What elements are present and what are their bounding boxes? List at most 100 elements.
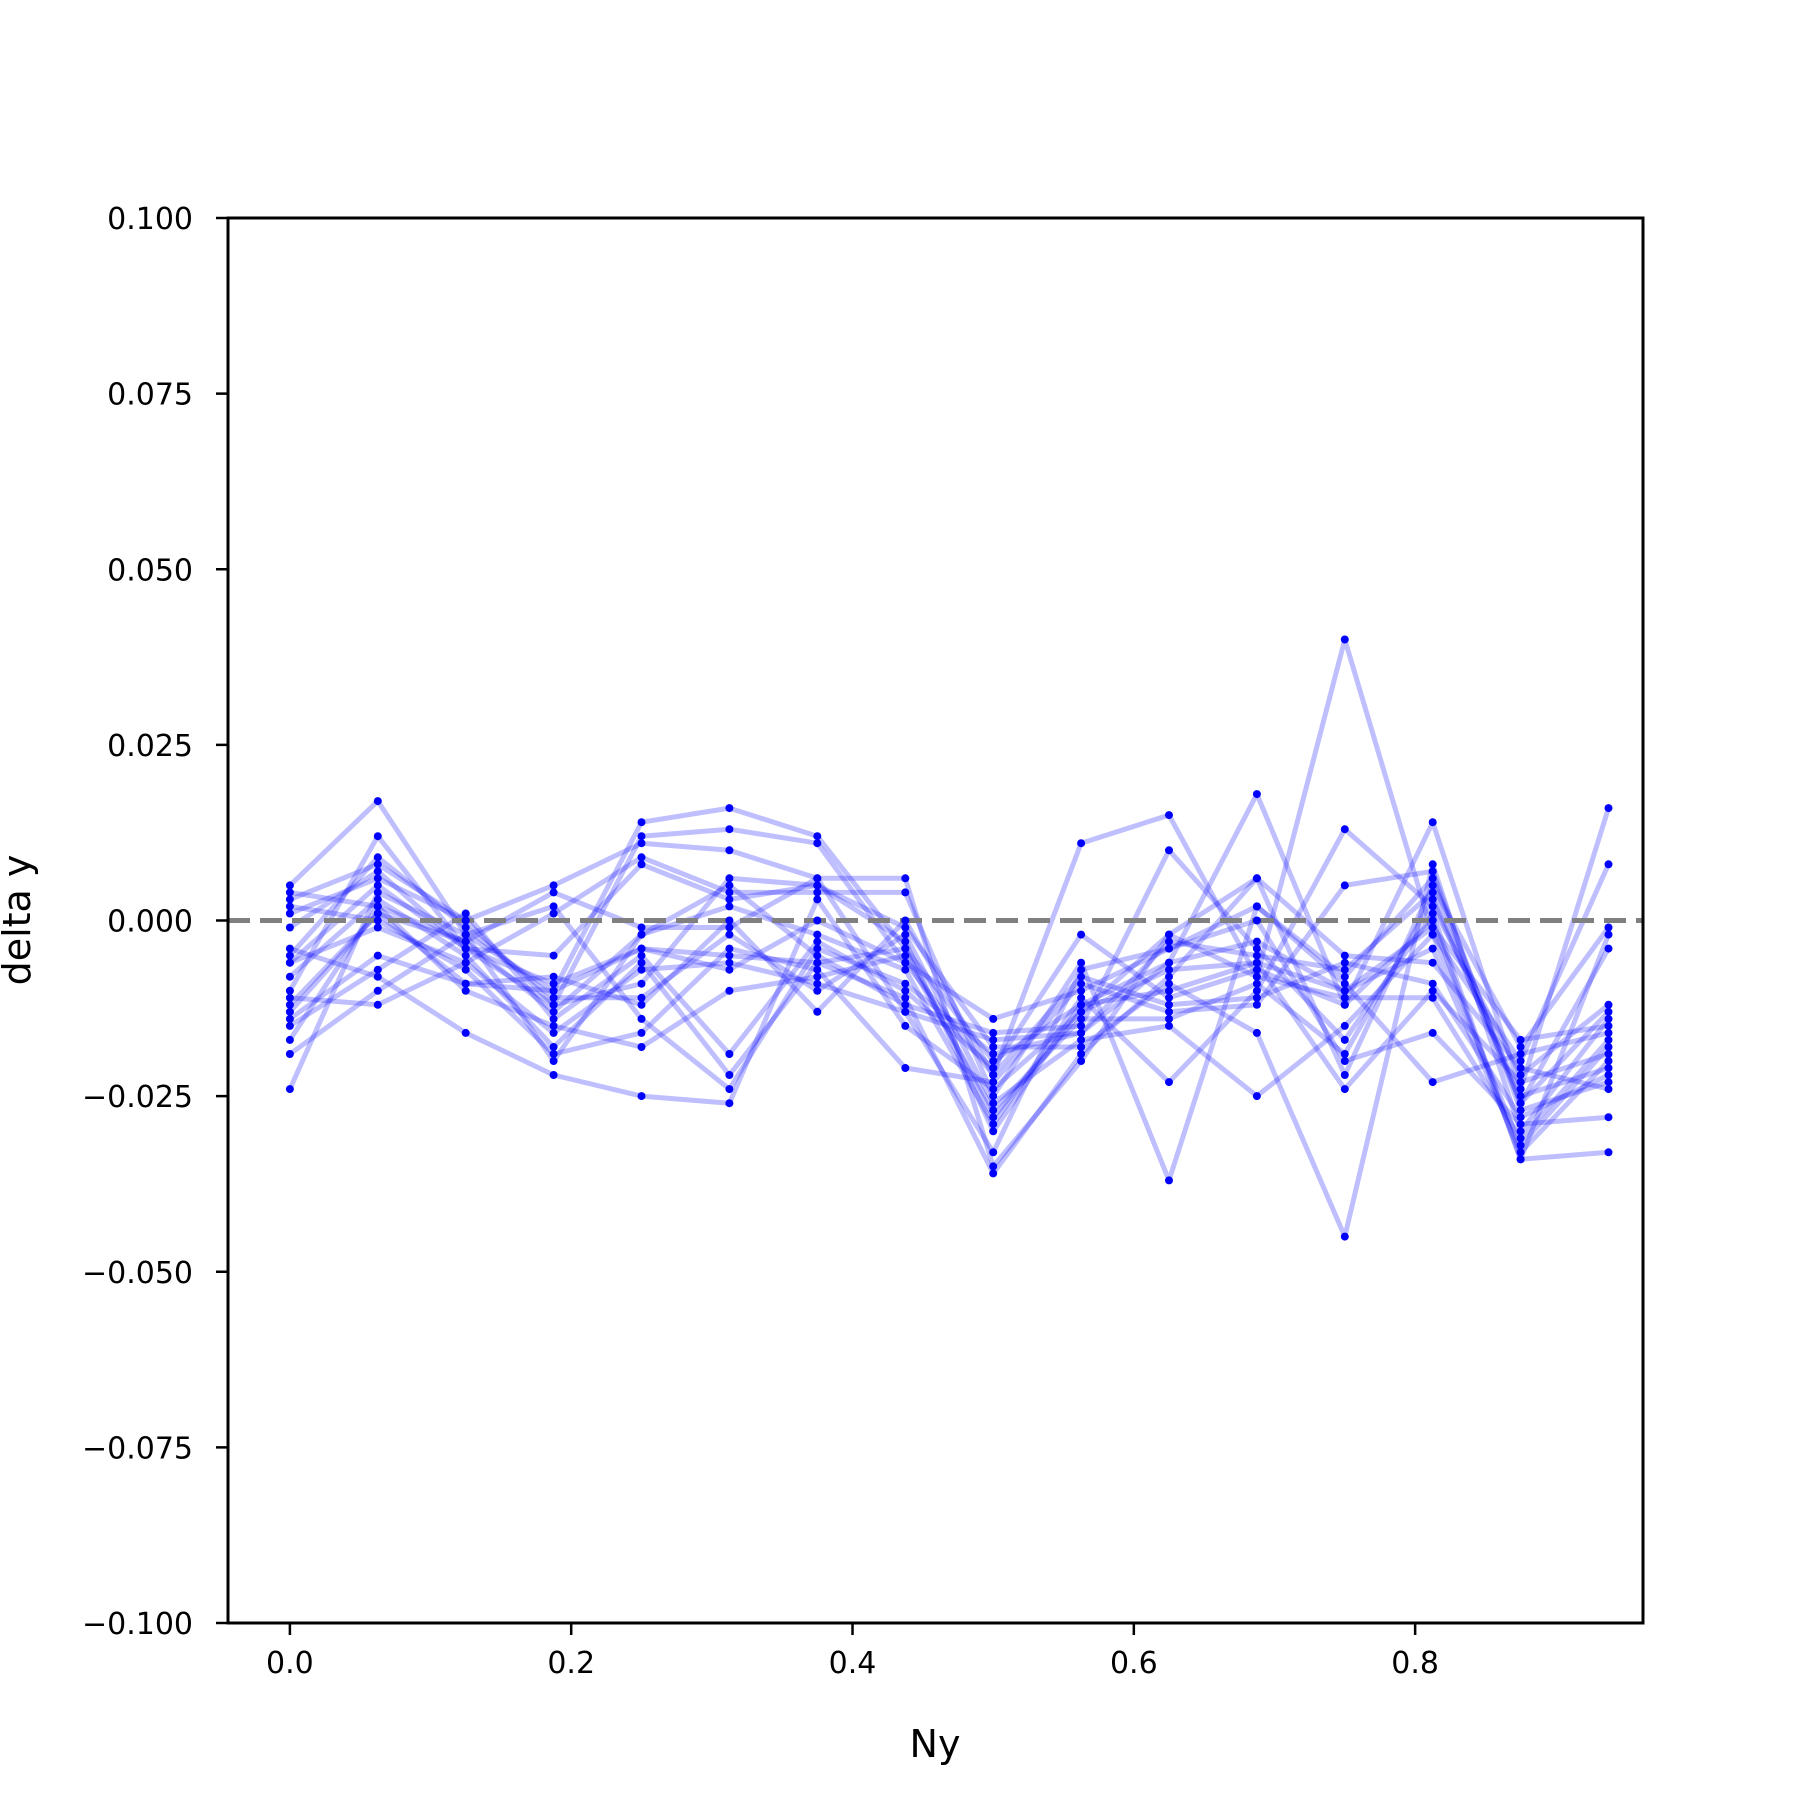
- data-point: [725, 895, 734, 904]
- data-point: [373, 860, 382, 869]
- data-point: [1428, 986, 1437, 995]
- x-tick-label: 0.8: [1391, 1646, 1439, 1681]
- data-point: [1428, 874, 1437, 883]
- series-line-18: [288, 911, 1609, 1162]
- data-point: [373, 853, 382, 862]
- data-point: [725, 825, 734, 834]
- data-point: [1165, 972, 1173, 981]
- data-point: [989, 1050, 998, 1058]
- data-point: [989, 1169, 998, 1178]
- data-point: [1428, 818, 1437, 827]
- data-point: [1165, 1007, 1173, 1016]
- data-point: [1077, 1021, 1086, 1030]
- data-point: [725, 1085, 734, 1094]
- data-point: [637, 832, 646, 841]
- data-point: [1516, 1035, 1525, 1044]
- data-point: [1077, 839, 1086, 848]
- data-point: [1340, 635, 1349, 644]
- data-point: [1604, 804, 1613, 813]
- data-point: [1340, 972, 1349, 981]
- data-point: [461, 937, 470, 946]
- data-point: [461, 986, 470, 995]
- data-point: [285, 1007, 294, 1016]
- data-point: [285, 1035, 294, 1044]
- y-tick-label: 0.025: [107, 729, 193, 764]
- data-point: [901, 1064, 910, 1072]
- data-point: [1252, 979, 1261, 988]
- data-point: [1252, 972, 1261, 981]
- data-point: [461, 923, 470, 932]
- data-point: [1604, 860, 1613, 869]
- data-point: [813, 958, 822, 967]
- data-point: [1604, 1043, 1613, 1051]
- series-line-9: [289, 896, 1611, 1155]
- data-point: [285, 1085, 294, 1094]
- series-line-10: [287, 896, 1610, 1113]
- data-point: [1340, 881, 1349, 890]
- series-line-20: [289, 875, 1611, 1106]
- data-point: [461, 965, 470, 974]
- data-point: [1604, 923, 1613, 932]
- data-point: [725, 1071, 734, 1079]
- data-point: [549, 909, 558, 918]
- data-point: [725, 986, 734, 995]
- data-point: [1604, 1035, 1613, 1044]
- data-point: [637, 923, 646, 932]
- data-point: [1428, 860, 1437, 869]
- data-point: [373, 909, 382, 918]
- data-point: [549, 902, 558, 911]
- series-line-6: [288, 826, 1611, 1127]
- data-point: [1252, 958, 1261, 967]
- data-point: [1340, 986, 1349, 995]
- data-point: [373, 867, 382, 876]
- data-point: [373, 986, 382, 995]
- data-point: [285, 972, 294, 981]
- data-point: [1516, 1141, 1525, 1150]
- data-point: [461, 958, 470, 967]
- data-point: [1428, 930, 1437, 939]
- data-point: [1077, 1028, 1086, 1037]
- data-point: [1340, 1057, 1349, 1065]
- data-point: [1428, 958, 1437, 967]
- x-tick-label: 0.0: [266, 1646, 314, 1681]
- data-point: [1340, 979, 1349, 988]
- data-point: [461, 916, 470, 925]
- data-point: [1516, 1155, 1525, 1164]
- data-point: [461, 930, 470, 939]
- data-point: [813, 937, 822, 946]
- x-axis-label: Ny: [910, 1722, 961, 1766]
- data-point: [813, 979, 822, 988]
- series-line-19: [288, 911, 1611, 1141]
- data-point: [1516, 1057, 1525, 1065]
- data-point: [901, 1021, 910, 1030]
- data-point: [637, 930, 646, 939]
- y-axis-ticks: 0.100 0.075 0.050 0.025 0.000 −0.025 −0.050 −0.…: [82, 202, 228, 1642]
- data-point: [373, 902, 382, 911]
- data-point: [1252, 902, 1261, 911]
- data-point: [813, 930, 822, 939]
- data-point: [637, 1014, 646, 1023]
- data-point: [637, 993, 646, 1002]
- data-point: [1077, 1000, 1086, 1009]
- data-point: [1252, 986, 1261, 995]
- data-point: [1165, 986, 1173, 995]
- data-point: [1340, 1071, 1349, 1079]
- data-point: [813, 986, 822, 995]
- data-point: [1516, 1078, 1525, 1087]
- data-point: [1428, 888, 1437, 897]
- data-point: [285, 895, 294, 904]
- data-point: [549, 951, 558, 960]
- data-point: [989, 1028, 998, 1037]
- data-point: [1340, 1232, 1349, 1241]
- data-point: [1165, 1000, 1173, 1009]
- data-point: [1604, 1014, 1613, 1023]
- data-point: [813, 965, 822, 974]
- data-point: [637, 979, 646, 988]
- data-point: [1516, 1092, 1525, 1101]
- y-tick-label: 0.050: [107, 553, 193, 588]
- data-point: [725, 965, 734, 974]
- data-point: [1516, 1043, 1525, 1051]
- data-point: [637, 1028, 646, 1037]
- data-point: [461, 951, 470, 960]
- data-point: [725, 944, 734, 953]
